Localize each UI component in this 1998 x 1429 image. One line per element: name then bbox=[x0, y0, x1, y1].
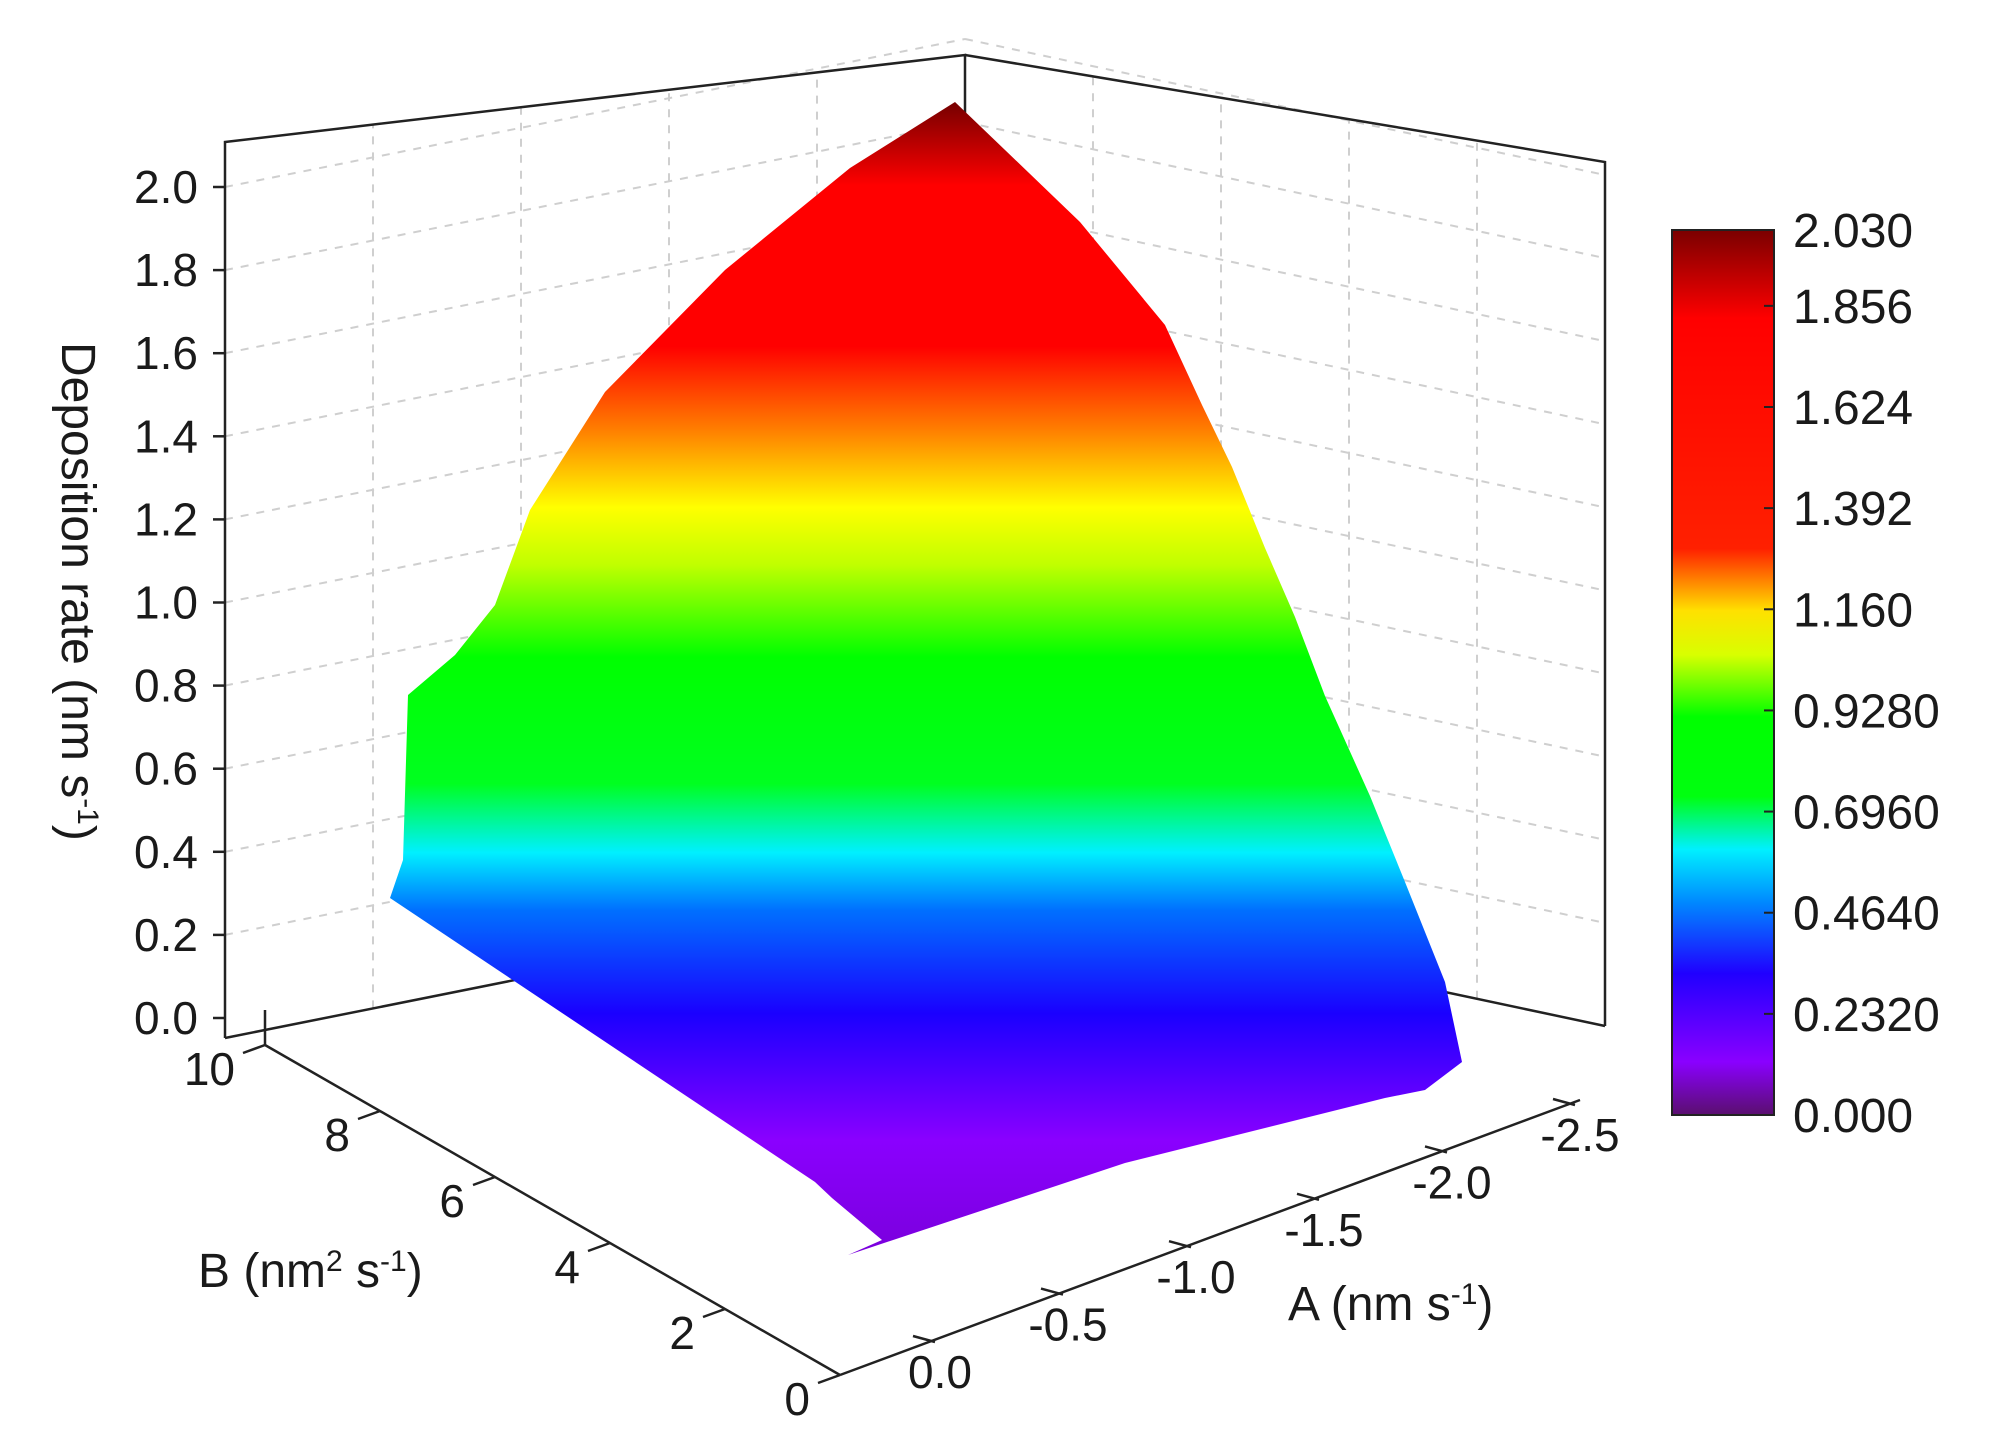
a-tick-mark bbox=[1424, 1145, 1448, 1154]
b-tick-label: 4 bbox=[554, 1241, 580, 1293]
z-tick-label: 0.4 bbox=[134, 826, 198, 878]
colorbar-label: 0.4640 bbox=[1793, 888, 1940, 941]
z-axis-title-sup: -1 bbox=[72, 798, 105, 825]
a-axis-title-main: A (nm s bbox=[1288, 1278, 1451, 1331]
colorbar-label: 2.030 bbox=[1793, 205, 1913, 258]
b-axis-title-sup2: -1 bbox=[380, 1245, 407, 1278]
colorbar-labels: 0.000 0.2320 0.4640 0.6960 0.9280 1.160 1.392 1… bbox=[1764, 205, 1940, 1143]
b-axis-title-mid: s bbox=[343, 1245, 380, 1298]
a-axis-title-sup: -1 bbox=[1451, 1278, 1478, 1311]
a-tick-mark bbox=[1296, 1192, 1320, 1202]
colorbar bbox=[1671, 229, 1775, 1116]
a-tick-label: 0.0 bbox=[908, 1346, 972, 1398]
b-tick-mark bbox=[702, 1307, 726, 1319]
colorbar-label: 1.160 bbox=[1793, 584, 1913, 637]
z-tick-label: 0.8 bbox=[134, 660, 198, 712]
grid-line bbox=[224, 121, 966, 272]
z-tick-label: 0.0 bbox=[134, 992, 198, 1044]
b-axis-title-end: ) bbox=[407, 1245, 423, 1298]
z-tick-label: 1.8 bbox=[134, 244, 198, 296]
b-tick-mark bbox=[587, 1241, 611, 1253]
z-tick-label: 0.2 bbox=[134, 909, 198, 961]
a-tick-label: -1.0 bbox=[1156, 1251, 1235, 1303]
grid-line bbox=[964, 204, 1606, 343]
b-tick-label: 8 bbox=[324, 1109, 350, 1161]
z-axis-title-end: ) bbox=[51, 825, 104, 841]
a-tick-mark bbox=[1040, 1287, 1064, 1296]
colorbar-label: 1.392 bbox=[1793, 483, 1913, 536]
a-tick-label: -1.5 bbox=[1284, 1204, 1363, 1256]
a-axis-title: A (nm s-1) bbox=[1288, 1278, 1493, 1332]
grid-line bbox=[964, 453, 1606, 592]
b-tick-mark bbox=[357, 1109, 381, 1121]
colorbar-label: 0.2320 bbox=[1793, 989, 1940, 1042]
b-axis-ticks: 0 2 4 6 8 10 bbox=[184, 1043, 841, 1425]
colorbar-label: 1.624 bbox=[1793, 382, 1913, 435]
grid-line bbox=[964, 370, 1606, 509]
grid-line bbox=[964, 287, 1606, 426]
z-tick-label: 1.0 bbox=[134, 577, 198, 629]
z-tick-label: 2.0 bbox=[134, 161, 198, 213]
z-axis-ticks: 0.0 0.2 0.4 0.6 0.8 1.0 1.2 1.4 1.6 1.8 2.0 bbox=[134, 161, 225, 1044]
b-tick-mark bbox=[242, 1043, 266, 1055]
colorbar-label: 1.856 bbox=[1793, 281, 1913, 334]
a-tick-mark bbox=[1168, 1239, 1192, 1249]
b-tick-label: 10 bbox=[184, 1043, 235, 1095]
colorbar-label: 0.6960 bbox=[1793, 787, 1940, 840]
b-tick-label: 2 bbox=[669, 1307, 695, 1359]
colorbar-label: 0.9280 bbox=[1793, 685, 1940, 738]
b-axis-title-main: B (nm bbox=[198, 1245, 326, 1298]
b-tick-label: 0 bbox=[784, 1373, 810, 1425]
a-axis-title-end: ) bbox=[1477, 1278, 1493, 1331]
colorbar-label: 0.000 bbox=[1793, 1090, 1913, 1143]
a-tick-mark bbox=[912, 1334, 936, 1344]
deposition-surface bbox=[390, 102, 1462, 1255]
b-tick-mark bbox=[472, 1175, 496, 1187]
z-tick-label: 1.6 bbox=[134, 327, 198, 379]
z-tick-label: 1.2 bbox=[134, 493, 198, 545]
z-tick-label: 0.6 bbox=[134, 743, 198, 795]
z-axis-title-main: Deposition rate (nm s bbox=[51, 342, 104, 798]
grid-line bbox=[224, 38, 966, 188]
z-tick-label: 1.4 bbox=[134, 410, 198, 462]
a-tick-mark bbox=[1552, 1097, 1576, 1107]
grid-line bbox=[964, 38, 1606, 176]
grid-line bbox=[964, 121, 1606, 260]
a-tick-label: -2.0 bbox=[1412, 1156, 1491, 1208]
b-axis-title-sup1: 2 bbox=[326, 1245, 343, 1278]
z-axis-title: Deposition rate (nm s-1) bbox=[51, 342, 105, 841]
a-axis-ticks: 0.0 -0.5 -1.0 -1.5 -2.0 -2.5 bbox=[908, 1097, 1620, 1398]
a-tick-label: -0.5 bbox=[1028, 1299, 1107, 1351]
b-tick-mark bbox=[817, 1373, 841, 1385]
b-tick-label: 6 bbox=[439, 1175, 465, 1227]
a-tick-label: -2.5 bbox=[1540, 1109, 1619, 1161]
b-axis-title: B (nm2 s-1) bbox=[198, 1245, 423, 1299]
